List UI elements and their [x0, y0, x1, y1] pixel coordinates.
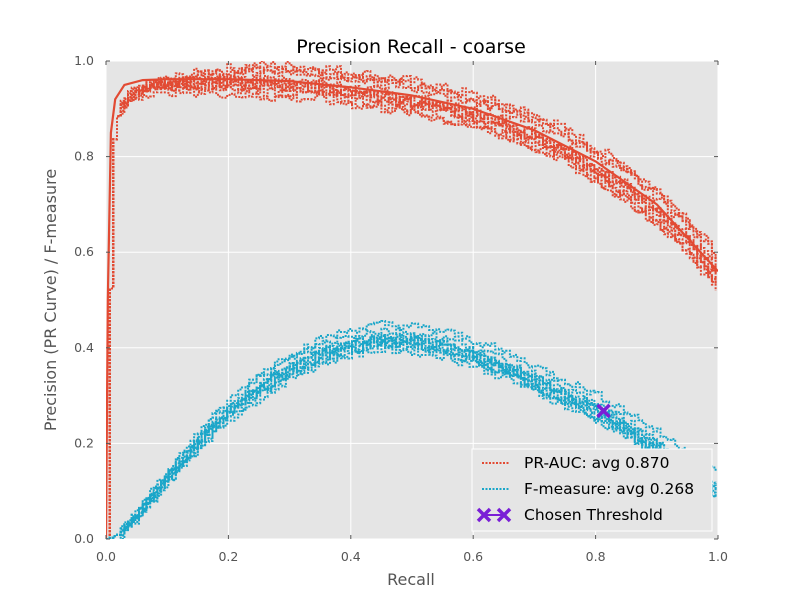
x-tick-label: 0.2 [218, 549, 238, 564]
pr-curve-line [106, 75, 717, 539]
pr-curve-line [106, 85, 717, 539]
x-tick-label: 1.0 [708, 549, 728, 564]
fmeasure-line [106, 339, 717, 539]
y-tick-label: 0.0 [74, 531, 94, 546]
y-tick-label: 0.6 [74, 244, 94, 259]
x-tick-label: 0.0 [96, 549, 116, 564]
pr-curve-line [106, 66, 717, 539]
series-group [106, 61, 718, 539]
pr-curve-line [106, 80, 717, 539]
y-tick-label: 0.8 [74, 149, 94, 164]
fmeasure-line [106, 340, 717, 539]
legend-box [471, 448, 713, 532]
y-tick-label: 0.4 [74, 340, 94, 355]
legend-label: Chosen Threshold [524, 506, 663, 524]
fmeasure-line [106, 320, 717, 539]
x-tick-label: 0.8 [586, 549, 606, 564]
x-tick-label: 0.4 [341, 549, 361, 564]
fmeasure-line [106, 344, 717, 539]
fmeasure-line [106, 327, 717, 539]
y-tick-label: 1.0 [74, 53, 94, 68]
legend-label: F-measure: avg 0.268 [524, 480, 694, 498]
y-tick-label: 0.2 [74, 435, 94, 450]
legend: PR-AUC: avg 0.870 F-measure: avg 0.268 Cho… [471, 448, 713, 532]
x-axis-label: Recall [387, 570, 435, 589]
chosen-threshold-marker [596, 403, 611, 419]
legend-label: PR-AUC: avg 0.870 [524, 454, 669, 472]
fmeasure-line [106, 334, 717, 539]
chart-title: Precision Recall - coarse [296, 36, 526, 58]
tick-group: 0.0 0.2 0.4 0.6 0.8 1.0 0.0 0.2 0.4 0.6 0.8 1.0 [74, 53, 728, 564]
x-tick-label: 0.6 [463, 549, 483, 564]
y-axis-label: Precision (PR Curve) / F-measure [41, 169, 60, 431]
grid-lines [105, 60, 719, 540]
pr-curve-avg-line [106, 78, 718, 539]
